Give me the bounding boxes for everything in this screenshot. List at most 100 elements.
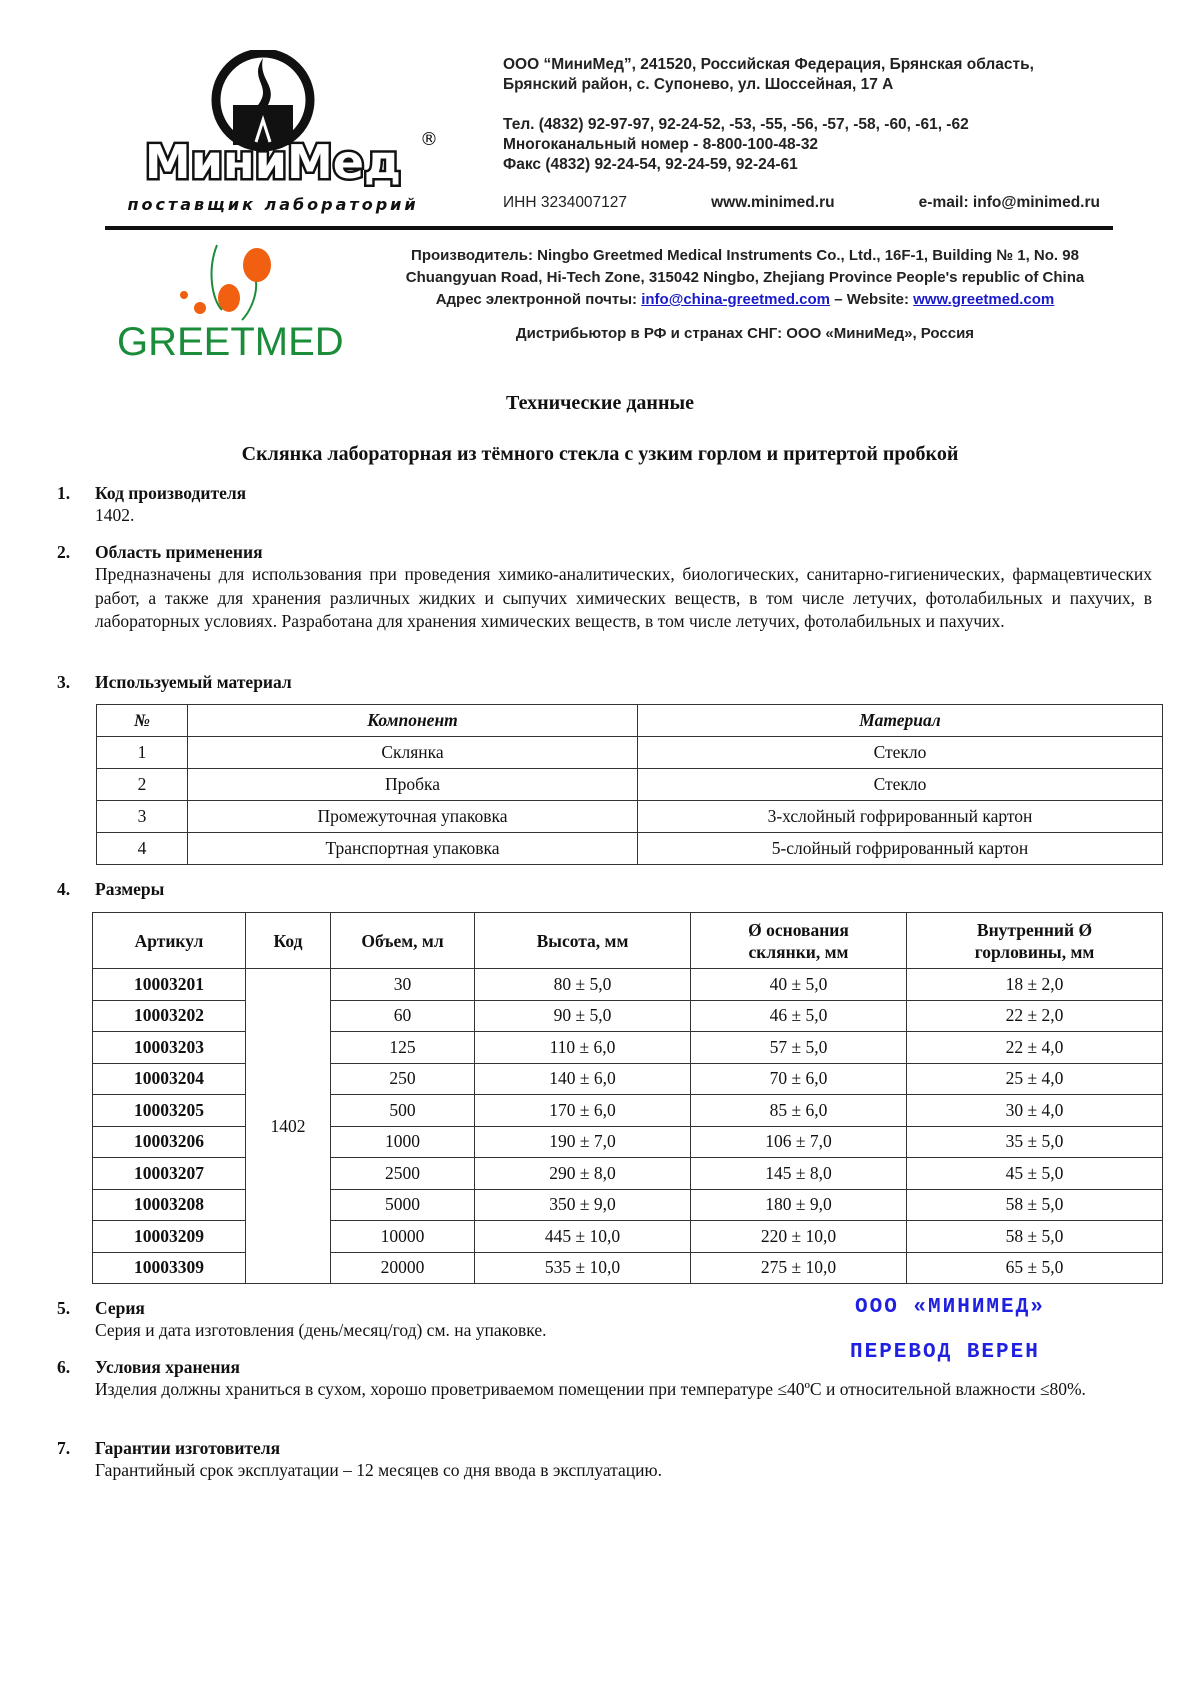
greetmed-website-link[interactable]: www.greetmed.com: [913, 291, 1055, 308]
cell: 190 ± 7,0: [474, 1125, 691, 1158]
section-heading: Гарантии изготовителя: [95, 1438, 281, 1458]
cell: 4: [96, 832, 188, 865]
address-line-2: Брянский район, с. Супонево, ул. Шоссейн…: [503, 76, 894, 93]
cell: 10000: [330, 1220, 475, 1253]
email-label: Адрес электронной почты:: [435, 291, 638, 308]
cell: 180 ± 9,0: [690, 1188, 907, 1221]
column-header: Внутренний Ø горловины, мм: [906, 912, 1163, 969]
section-number: 5.: [57, 1298, 71, 1318]
manufacturer-contacts: Адрес электронной почты: info@china-gree…: [380, 289, 1110, 311]
table-header-row: № Компонент Материал: [96, 704, 1163, 737]
header-divider: [105, 226, 1113, 230]
cell: 350 ± 9,0: [474, 1188, 691, 1221]
cell: 58 ± 5,0: [906, 1188, 1163, 1221]
section-text: Гарантийный срок эксплуатации – 12 месяц…: [95, 1460, 662, 1480]
section-text: Изделия должны храниться в сухом, хорошо…: [95, 1379, 1086, 1399]
manufacturer-line-1: Производитель: Ningbo Greetmed Medical I…: [411, 247, 1079, 264]
minimed-logo: МиниМед ® поставщик лабораторий: [108, 48, 438, 220]
section-6: 6. Условия хранения Изделия должны храни…: [57, 1356, 1152, 1400]
cell: 46 ± 5,0: [690, 999, 907, 1032]
cell: Стекло: [637, 768, 1163, 801]
table-row: 4 Транспортная упаковка 5-слойный гофриров…: [96, 832, 1163, 865]
cell: 22 ± 2,0: [906, 999, 1163, 1032]
section-number: 4.: [57, 879, 71, 899]
column-header: Компонент: [187, 704, 638, 737]
cell: 10003206: [92, 1125, 246, 1158]
cell: 35 ± 5,0: [906, 1125, 1163, 1158]
section-number: 1.: [57, 483, 71, 503]
section-text: 1402.: [95, 505, 135, 525]
cell: 445 ± 10,0: [474, 1220, 691, 1253]
stamp-line-1: ООО «МИНИМЕД»: [855, 1296, 1045, 1319]
table-row: 10003309 20000 535 ± 10,0 275 ± 10,0 65 ± 5,…: [92, 1251, 1163, 1284]
cell: 535 ± 10,0: [474, 1251, 691, 1284]
cell: 2500: [330, 1157, 475, 1190]
table-header-row: Артикул Код Объем, мл Высота, мм Ø основ…: [92, 912, 1163, 969]
cell: 10003207: [92, 1157, 246, 1190]
cell: 125: [330, 1031, 475, 1064]
section-heading: Размеры: [95, 879, 165, 899]
cell: 70 ± 6,0: [690, 1062, 907, 1095]
section-heading: Используемый материал: [95, 672, 292, 692]
cell: 2: [96, 768, 188, 801]
stamp-line-2: ПЕРЕВОД ВЕРЕН: [850, 1341, 1040, 1364]
doc-subtitle: Склянка лабораторная из тёмного стекла с…: [241, 443, 959, 465]
cell: 85 ± 6,0: [690, 1094, 907, 1127]
cell: 5000: [330, 1188, 475, 1221]
table-row: 10003209 10000 445 ± 10,0 220 ± 10,0 58 ± 5,…: [92, 1220, 1163, 1253]
cell: 1000: [330, 1125, 475, 1158]
cell: 3-хслойный гофрированный картон: [637, 800, 1163, 833]
column-header: Код: [245, 912, 331, 969]
column-header: Материал: [637, 704, 1163, 737]
cell: 10003208: [92, 1188, 246, 1221]
cell: 57 ± 5,0: [690, 1031, 907, 1064]
table-row: 10003208 5000 350 ± 9,0 180 ± 9,0 58 ± 5,0: [92, 1188, 1163, 1221]
table-row: 10003203 125 110 ± 6,0 57 ± 5,0 22 ± 4,0: [92, 1031, 1163, 1064]
greetmed-email-link[interactable]: info@china-greetmed.com: [641, 291, 831, 308]
section-heading: Условия хранения: [95, 1357, 240, 1377]
cell: 30 ± 4,0: [906, 1094, 1163, 1127]
cell: 22 ± 4,0: [906, 1031, 1163, 1064]
section-number: 6.: [57, 1357, 71, 1377]
section-number: 7.: [57, 1438, 71, 1458]
section-4: 4. Размеры: [57, 878, 1152, 900]
column-header: Высота, мм: [474, 912, 691, 969]
cell: 20000: [330, 1251, 475, 1284]
section-heading: Серия: [95, 1298, 145, 1318]
section-3: 3. Используемый материал: [57, 671, 1152, 693]
section-7: 7. Гарантии изготовителя Гарантийный сро…: [57, 1437, 1152, 1481]
website-link[interactable]: www.minimed.ru: [711, 194, 835, 211]
cell: 1: [96, 736, 188, 769]
section-2: 2. Область применения Предназначены для …: [57, 541, 1152, 634]
doc-title: Технические данные: [506, 392, 694, 414]
manufacturer-line-2: Chuangyuan Road, Hi-Tech Zone, 315042 Ni…: [405, 269, 1085, 286]
table-row: 10003207 2500 290 ± 8,0 145 ± 8,0 45 ± 5,0: [92, 1157, 1163, 1190]
cell: 60: [330, 999, 475, 1032]
cell: 18 ± 2,0: [906, 968, 1163, 1001]
address-line-1: ООО “МиниМед”, 241520, Российская Федера…: [503, 56, 1034, 73]
section-number: 3.: [57, 672, 71, 692]
table-row: 1 Склянка Стекло: [96, 736, 1163, 769]
fax: Факс (4832) 92-24-54, 92-24-59, 92-24-61: [503, 156, 798, 173]
column-header: Объем, мл: [330, 912, 475, 969]
cell: 80 ± 5,0: [474, 968, 691, 1001]
logo-tagline: поставщик лабораторий: [127, 195, 419, 214]
table-row: 10003201 1402 30 80 ± 5,0 40 ± 5,0 18 ± 2,0: [92, 968, 1163, 1284]
sizes-table: Артикул Код Объем, мл Высота, мм Ø основ…: [92, 912, 1163, 1284]
cell: 30: [330, 968, 475, 1001]
multichannel-phone: Многоканальный номер - 8-800-100-48-32: [503, 136, 819, 153]
cell: 140 ± 6,0: [474, 1062, 691, 1095]
cell: 10003202: [92, 999, 246, 1032]
cell: 170 ± 6,0: [474, 1094, 691, 1127]
section-1: 1. Код производителя 1402.: [57, 482, 1152, 526]
manufacturer-info: Производитель: Ningbo Greetmed Medical I…: [380, 245, 1110, 345]
cell: 10003203: [92, 1031, 246, 1064]
email-link[interactable]: e-mail: info@minimed.ru: [918, 194, 1100, 211]
svg-text:GREETMED: GREETMED: [117, 320, 344, 360]
section-heading: Код производителя: [95, 483, 247, 503]
column-header: Ø основания склянки, мм: [690, 912, 907, 969]
cell: 10003309: [92, 1251, 246, 1284]
cell: 220 ± 10,0: [690, 1220, 907, 1253]
cell: 90 ± 5,0: [474, 999, 691, 1032]
cell: 250: [330, 1062, 475, 1095]
